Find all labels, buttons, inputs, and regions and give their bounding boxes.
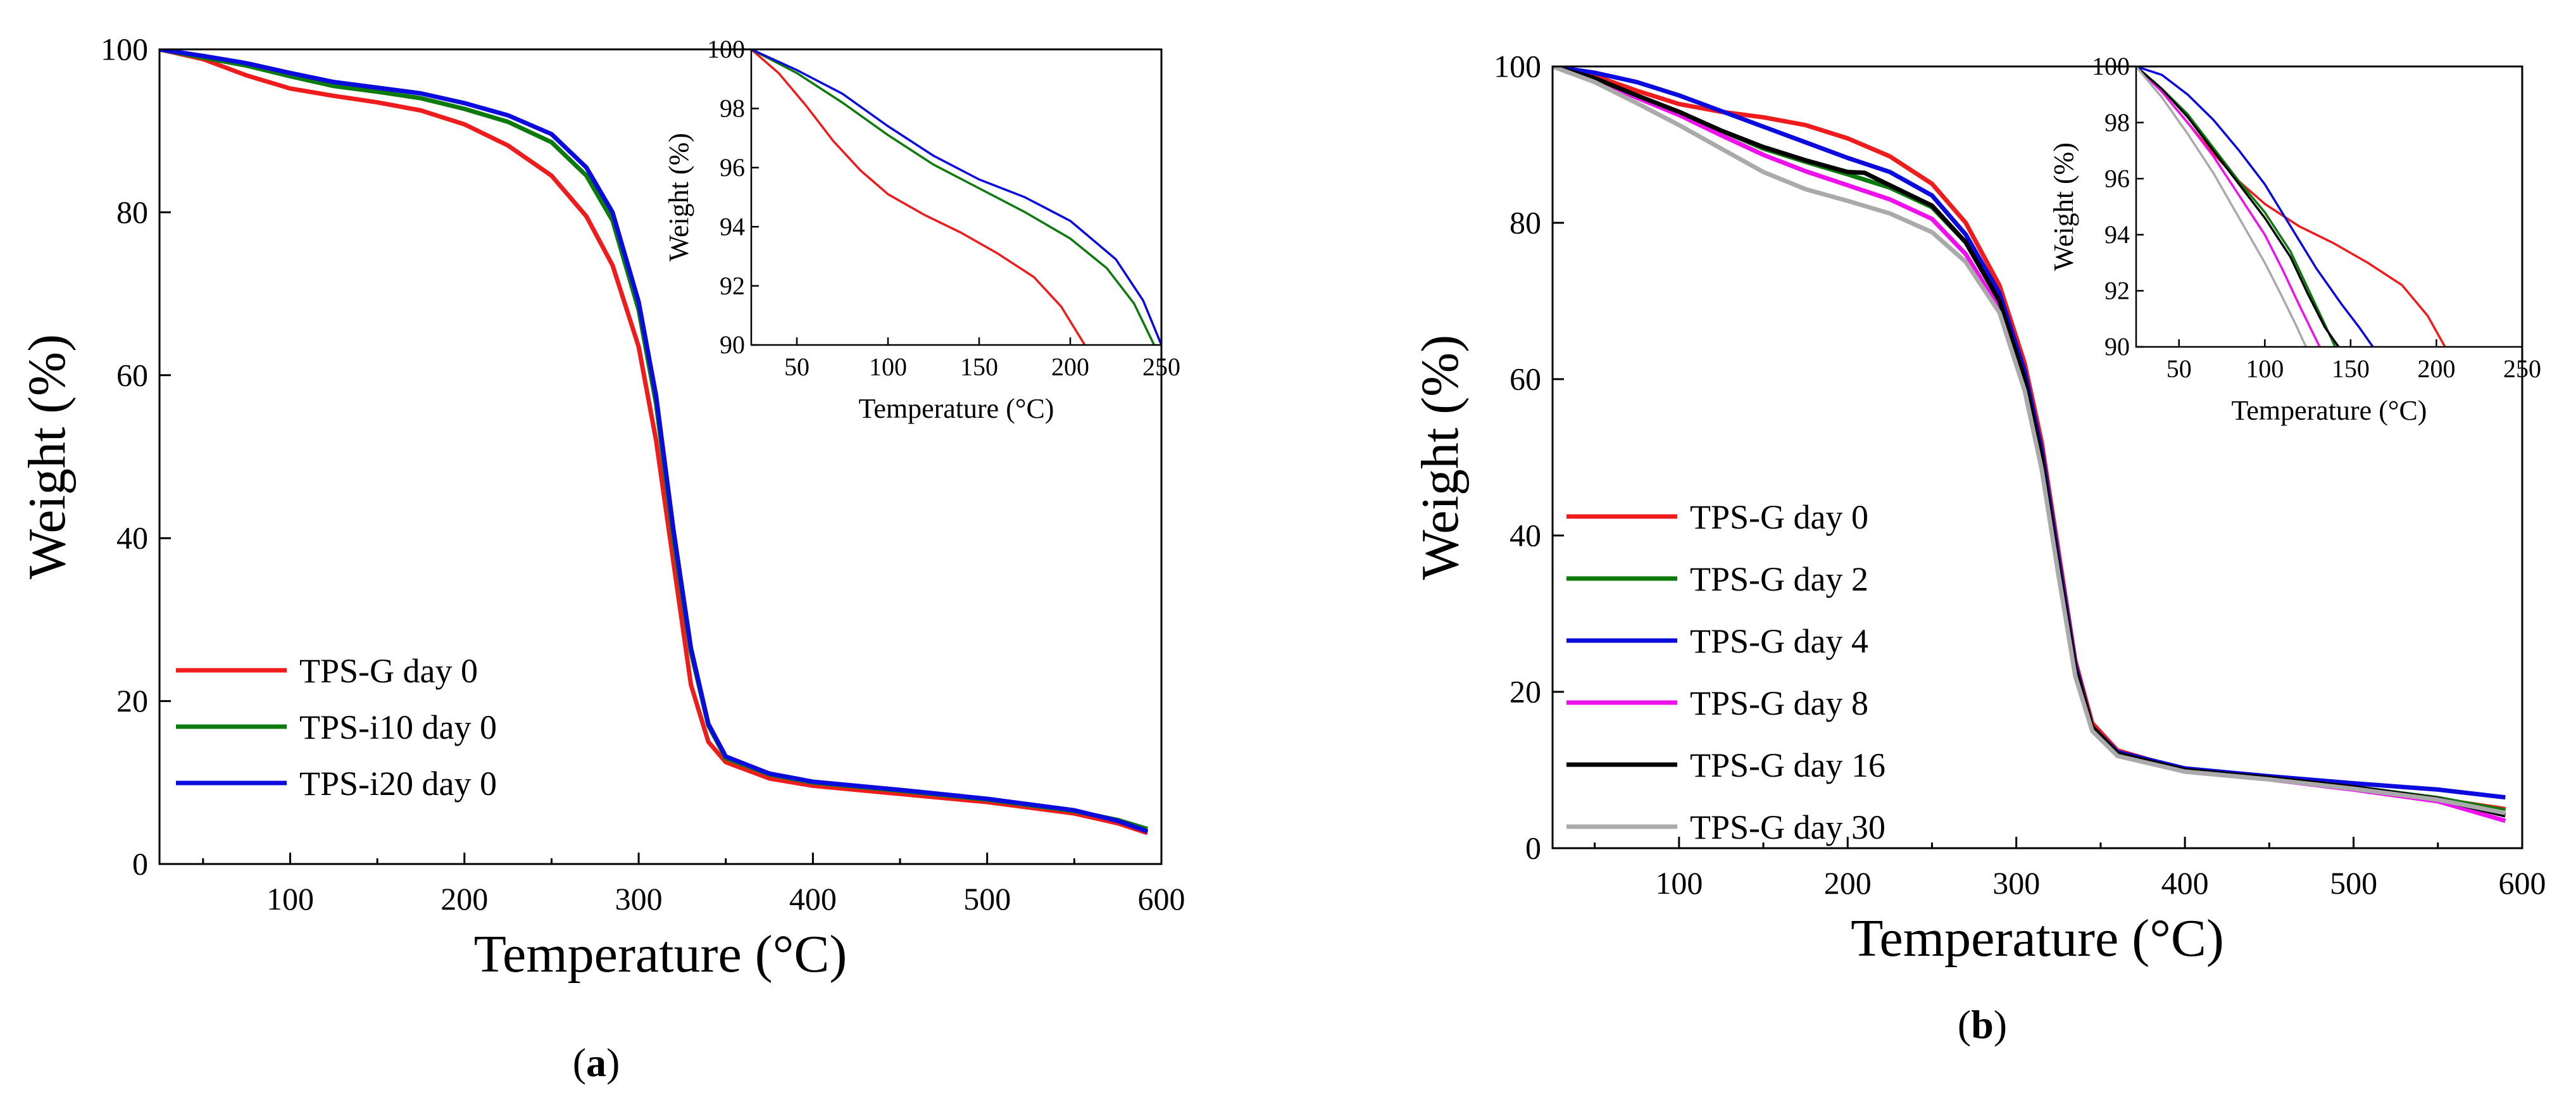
- panel-a-x-tick-label-300: 300: [615, 881, 663, 917]
- panel-a-inset-series-1-line: [751, 49, 1156, 345]
- panel-a-y-tick-label-0: 0: [132, 846, 148, 882]
- panel-b-x-tick-label-400: 400: [2161, 865, 2209, 901]
- panel-a-y-tick-label-80: 80: [116, 194, 148, 230]
- panel-b-frame: [1551, 65, 2523, 849]
- panel-a-y-tick-label-100: 100: [101, 32, 148, 67]
- panel-a-inset-y-tick-label-94: 94: [720, 212, 745, 241]
- panel-b-inset-series-1-line: [2136, 66, 2337, 347]
- panel-a-legend-label-0: TPS-G day 0: [299, 652, 478, 690]
- panel-b-legend-label-1: TPS-G day 2: [1690, 560, 1868, 598]
- panel-b-y-tick-label-100: 100: [1494, 49, 1541, 84]
- panel-b-inset-series-3-line: [2136, 66, 2321, 347]
- panel-a-x-tick-label-400: 400: [789, 881, 837, 917]
- panel-a-inset-x-tick-label-150: 150: [960, 353, 998, 381]
- panel-b-y-tick-label-40: 40: [1510, 518, 1541, 553]
- panel-b-inset-y-tick-label-100: 100: [2092, 52, 2130, 80]
- panel-b-x-axis-label: Temperature (°C): [1851, 909, 2224, 968]
- panel-b-x-tick-label-300: 300: [1992, 865, 2040, 901]
- panel-a-inset-x-axis-label: Temperature (°C): [859, 393, 1054, 424]
- panel-a-inset-x-tick-label-100: 100: [869, 353, 907, 381]
- panel-b-x-tick-label-600: 600: [2499, 865, 2546, 901]
- panel-b-inset-y-tick-label-90: 90: [2104, 332, 2130, 361]
- panel-a-x-tick-label-100: 100: [266, 881, 314, 917]
- panel-b-inset-x-tick-label-50: 50: [2166, 354, 2192, 383]
- panel-b-inset-y-tick-label-96: 96: [2104, 164, 2130, 192]
- panel-b-caption-letter: b: [1971, 1002, 1994, 1047]
- panel-b-y-tick-label-60: 60: [1510, 361, 1541, 397]
- panel-a-y-axis-label: Weight (%): [18, 334, 77, 579]
- panel-a-caption-letter: a: [586, 1040, 606, 1085]
- panel-a-inset-y-tick-label-96: 96: [720, 153, 745, 182]
- panel-b-legend-label-3: TPS-G day 8: [1690, 684, 1868, 722]
- panel-b-inset-series-5-line: [2136, 66, 2307, 347]
- panel-b-caption: (b): [1958, 1002, 2007, 1047]
- panel-a-legend-label-2: TPS-i20 day 0: [299, 765, 497, 803]
- panel-b-inset-series-2-line: [2136, 66, 2374, 347]
- panel-b-x-tick-label-100: 100: [1655, 865, 1703, 901]
- panel-a-inset-y-tick-label-90: 90: [720, 330, 745, 359]
- panel-b-y-axis-label: Weight (%): [1411, 335, 1470, 580]
- panel-b-inset-y-axis-label: Weight (%): [2048, 142, 2079, 271]
- panel-b-inset-x-tick-label-150: 150: [2332, 354, 2370, 383]
- panel-b-inset-y-tick-label-98: 98: [2104, 108, 2130, 137]
- panel-a: 100 200 300 400 500 600 0 20 40 60 80 100 Temperatur…: [18, 32, 1185, 984]
- panel-a-inset-x-tick-label-200: 200: [1051, 353, 1089, 381]
- panel-b-legend-label-2: TPS-G day 4: [1690, 622, 1868, 660]
- panel-b-y-tick-label-20: 20: [1510, 674, 1541, 710]
- panel-a-x-tick-label-600: 600: [1138, 881, 1185, 917]
- panel-a-inset-series-0-line: [751, 49, 1086, 345]
- panel-a-y-tick-label-40: 40: [116, 520, 148, 556]
- panel-a-inset-y-tick-label-98: 98: [720, 94, 745, 123]
- panel-a-inset-y-axis-label: Weight (%): [663, 133, 694, 261]
- panel-a-inset-y-tick-label-92: 92: [720, 272, 745, 300]
- panel-b: 100 200 300 400 500 600 0 20 40 60 80 100 Temperatur…: [1411, 49, 2546, 968]
- panel-a-series-0-line: [159, 49, 1149, 836]
- panel-a-x-tick-label-200: 200: [441, 881, 488, 917]
- panel-a-frame: [158, 48, 1163, 865]
- panel-a-y-tick-label-20: 20: [116, 683, 148, 718]
- panel-b-legend-label-4: TPS-G day 16: [1690, 746, 1885, 784]
- panel-a-inset-series-2-line: [751, 49, 1161, 345]
- panel-b-x-tick-label-500: 500: [2330, 865, 2377, 901]
- panel-a-caption: (a): [573, 1040, 620, 1085]
- panel-b-inset-series-4-line: [2136, 66, 2340, 347]
- panel-b-y-tick-label-80: 80: [1510, 205, 1541, 241]
- panel-a-legend-label-1: TPS-i10 day 0: [299, 708, 497, 746]
- panel-a-inset-x-tick-label-50: 50: [784, 353, 810, 381]
- panel-b-inset-y-tick-label-94: 94: [2104, 220, 2130, 249]
- panel-a-x-tick-label-500: 500: [963, 881, 1011, 917]
- panel-a-series-2-line: [159, 49, 1149, 834]
- panel-b-inset-x-tick-label-200: 200: [2417, 354, 2455, 383]
- panel-b-inset-x-tick-label-100: 100: [2246, 354, 2284, 383]
- panel-a-inset-x-tick-label-250: 250: [1142, 353, 1180, 381]
- panel-b-y-tick-label-0: 0: [1525, 830, 1541, 866]
- panel-b-inset-x-axis-label: Temperature (°C): [2232, 395, 2427, 426]
- panel-b-legend-label-5: TPS-G day 30: [1690, 808, 1885, 846]
- panel-b-x-tick-label-200: 200: [1824, 865, 1872, 901]
- panel-a-inset-frame: [750, 48, 1163, 346]
- panel-b-series-5-line: [1553, 66, 2506, 815]
- panel-b-inset-y-tick-label-92: 92: [2104, 277, 2130, 305]
- panel-a-y-tick-label-60: 60: [116, 357, 148, 392]
- panel-b-inset-x-tick-label-250: 250: [2503, 354, 2541, 383]
- panel-a-x-axis-label: Temperature (°C): [474, 925, 847, 984]
- panel-b-legend-label-0: TPS-G day 0: [1690, 498, 1868, 536]
- panel-a-inset-y-tick-label-100: 100: [707, 35, 745, 63]
- panel-b-inset-frame: [2135, 65, 2523, 348]
